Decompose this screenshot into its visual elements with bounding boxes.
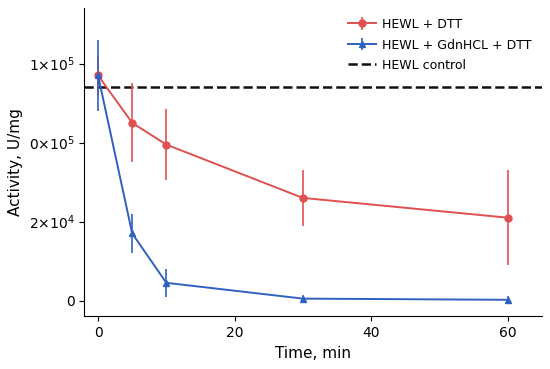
- HEWL control: [95, 85, 101, 90]
- HEWL control: [102, 85, 108, 90]
- Y-axis label: Activity, U/mg: Activity, U/mg: [8, 108, 23, 216]
- Legend: HEWL + DTT, HEWL + GdnHCL + DTT, HEWL control: HEWL + DTT, HEWL + GdnHCL + DTT, HEWL co…: [345, 15, 535, 76]
- X-axis label: Time, min: Time, min: [275, 346, 351, 361]
